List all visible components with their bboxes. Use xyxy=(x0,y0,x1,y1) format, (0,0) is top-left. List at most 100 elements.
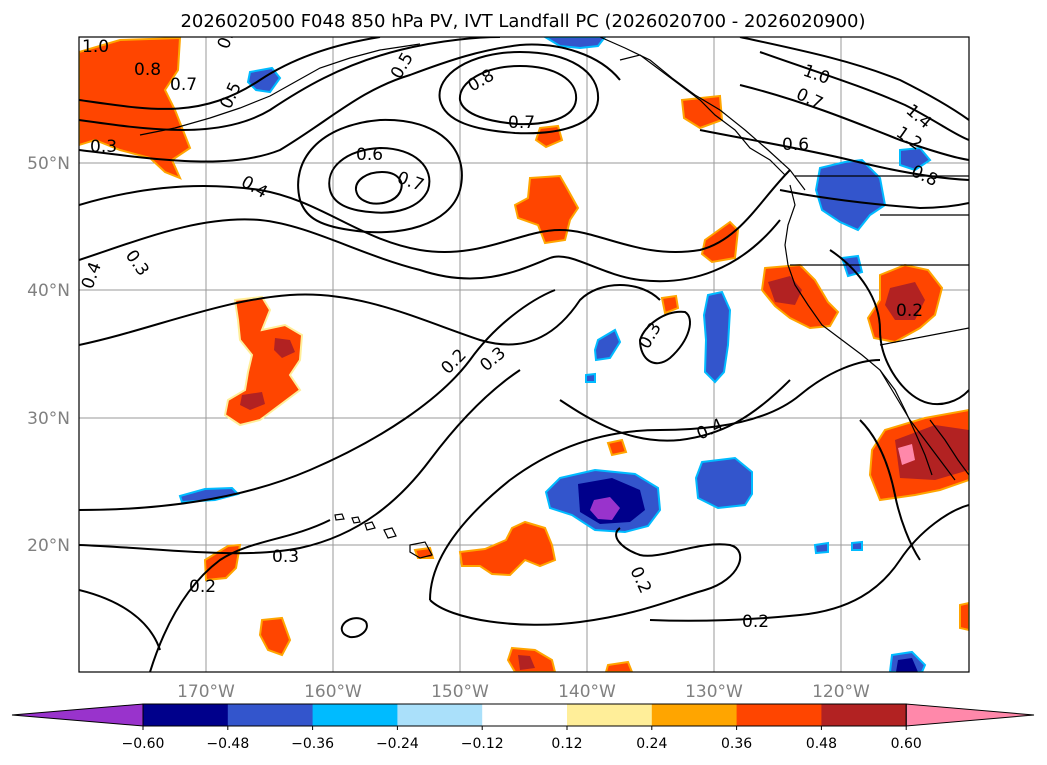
blob-small-blue-center-2 xyxy=(585,372,596,383)
contour-label-22: 0.2 xyxy=(189,577,216,597)
colorbar-tick-label: −0.12 xyxy=(461,736,504,752)
lon-label-130w: 130°W xyxy=(685,682,743,702)
blob-south-left-red-2 xyxy=(258,616,292,657)
contour-label-21: 0.3 xyxy=(272,547,299,567)
colorbar-bin xyxy=(143,704,229,726)
coast-hawaii-5 xyxy=(409,541,433,559)
contour-low-2 xyxy=(328,146,431,214)
lon-label-140w: 140°W xyxy=(558,682,616,702)
contour-mid-3 xyxy=(79,369,521,555)
blob-central-purple xyxy=(590,497,620,520)
lat-axis-labels: 50°N 40°N 30°N 20°N xyxy=(27,154,70,556)
blob-west-central-darkred xyxy=(274,338,295,358)
colorbar-tick-label: −0.60 xyxy=(122,736,165,752)
contour-label-2: 0.8 xyxy=(134,60,161,80)
colorbar-extend-high xyxy=(905,703,1035,727)
blob-blue-top xyxy=(543,37,607,50)
lon-label-150w: 150°W xyxy=(431,682,489,702)
blob-small-blue-se-2 xyxy=(851,540,863,551)
blob-blue-elongated xyxy=(702,290,732,384)
coast-alaska-peninsula xyxy=(139,43,421,136)
contour-label-9: 0.6 xyxy=(356,145,383,165)
contour-mid-5 xyxy=(429,359,881,601)
contour-low-1 xyxy=(297,118,463,234)
colorbar-bin xyxy=(482,704,568,726)
contour-ne-1 xyxy=(739,37,969,121)
coast-hawaii-3 xyxy=(351,516,361,524)
colorbar-tick-label: −0.48 xyxy=(206,736,249,752)
contour-high-2 xyxy=(458,64,578,126)
coast-hawaii-1 xyxy=(383,527,397,539)
contour-label-23: 0.6 xyxy=(782,135,809,155)
contour-nw-2 xyxy=(79,37,501,131)
ivt-filled-regions xyxy=(79,37,969,672)
blob-se-darkred xyxy=(895,425,969,480)
blob-bottom-red-2 xyxy=(518,655,535,670)
contour-label-12: 0.7 xyxy=(508,113,535,133)
contour-center-right xyxy=(559,379,791,442)
blob-bottom-red-3 xyxy=(604,660,634,672)
contour-mid-6 xyxy=(429,527,742,626)
lon-label-170w: 170°W xyxy=(177,682,235,702)
lat-label-30n: 30°N xyxy=(27,409,70,429)
colorbar-tick-label: −0.36 xyxy=(291,736,334,752)
blob-small-red-center xyxy=(660,294,680,315)
blob-west-central-darkred-2 xyxy=(240,392,265,410)
coast-mexico xyxy=(929,419,969,476)
colorbar-tick-label: −0.24 xyxy=(376,736,419,752)
contour-nw-1 xyxy=(79,37,381,110)
contour-se-1 xyxy=(829,249,969,406)
contour-ne-3 xyxy=(739,84,969,161)
coast-alaska-panhandle xyxy=(619,54,786,176)
blob-greatbasin-darkred xyxy=(885,282,925,320)
pv-contours xyxy=(79,37,969,672)
colorbar-bin xyxy=(651,704,738,726)
figure-title: 2026020500 F048 850 hPa PV, IVT Landfall… xyxy=(180,11,865,32)
lon-label-120w: 120°W xyxy=(812,682,870,702)
border-us-mexico xyxy=(879,327,969,346)
blob-west-central-red xyxy=(223,295,304,427)
lat-label-50n: 50°N xyxy=(27,154,70,174)
lon-label-160w: 160°W xyxy=(304,682,362,702)
blob-se-red-edge xyxy=(959,601,969,632)
contour-wide-2 xyxy=(79,218,781,283)
map-panel: 1.0 0.8 0.7 0.5 0.6 0.5 0.3 0.4 0.6 0.7 … xyxy=(78,36,970,673)
contour-wide-1 xyxy=(79,169,791,254)
contour-small-loop xyxy=(340,617,368,639)
contour-south-3 xyxy=(649,504,969,622)
contour-se-2 xyxy=(859,419,921,561)
colorbar-tick-label: 0.60 xyxy=(891,736,922,752)
coast-bc-outline xyxy=(599,37,806,191)
contour-label-20: 0.2 xyxy=(742,612,769,632)
lat-label-20n: 20°N xyxy=(27,536,70,556)
blob-ne-blue-2 xyxy=(899,146,932,172)
coastlines xyxy=(139,37,969,559)
blob-small-red-near-center xyxy=(606,438,628,457)
coast-hawaii-2 xyxy=(364,521,376,531)
colorbar-tick-label: 0.36 xyxy=(721,736,752,752)
contour-label-29: 0.2 xyxy=(896,301,923,321)
coast-hawaii-4 xyxy=(334,513,345,521)
contour-low-3 xyxy=(354,170,403,205)
colorbar: −0.60 −0.48 −0.36 −0.24 −0.12 0.12 0.24 0.36 0.4… xyxy=(11,703,1035,752)
blob-mid-red-1 xyxy=(513,174,580,245)
contour-mid-4 xyxy=(638,310,691,365)
colorbar-bin xyxy=(312,704,398,726)
map-frame xyxy=(78,36,970,673)
blob-blue-alaska xyxy=(246,66,282,94)
lon-axis-labels: 170°W 160°W 150°W 140°W 130°W 120°W xyxy=(177,682,870,702)
blob-blue-small-center xyxy=(593,328,622,362)
contour-mid-2 xyxy=(79,289,556,511)
lat-label-40n: 40°N xyxy=(27,281,70,301)
contour-mid-1 xyxy=(79,284,661,346)
colorbar-bin xyxy=(397,704,483,726)
contour-south-2 xyxy=(79,589,161,651)
blob-se-pink xyxy=(898,444,915,465)
blob-red-nw-coast xyxy=(680,94,724,130)
contour-south-1 xyxy=(149,519,331,672)
contour-label-7: 0.3 xyxy=(90,137,117,157)
contour-label-1: 1.0 xyxy=(82,37,109,57)
colorbar-bin xyxy=(227,704,314,726)
blob-blue-right-center xyxy=(694,456,753,510)
